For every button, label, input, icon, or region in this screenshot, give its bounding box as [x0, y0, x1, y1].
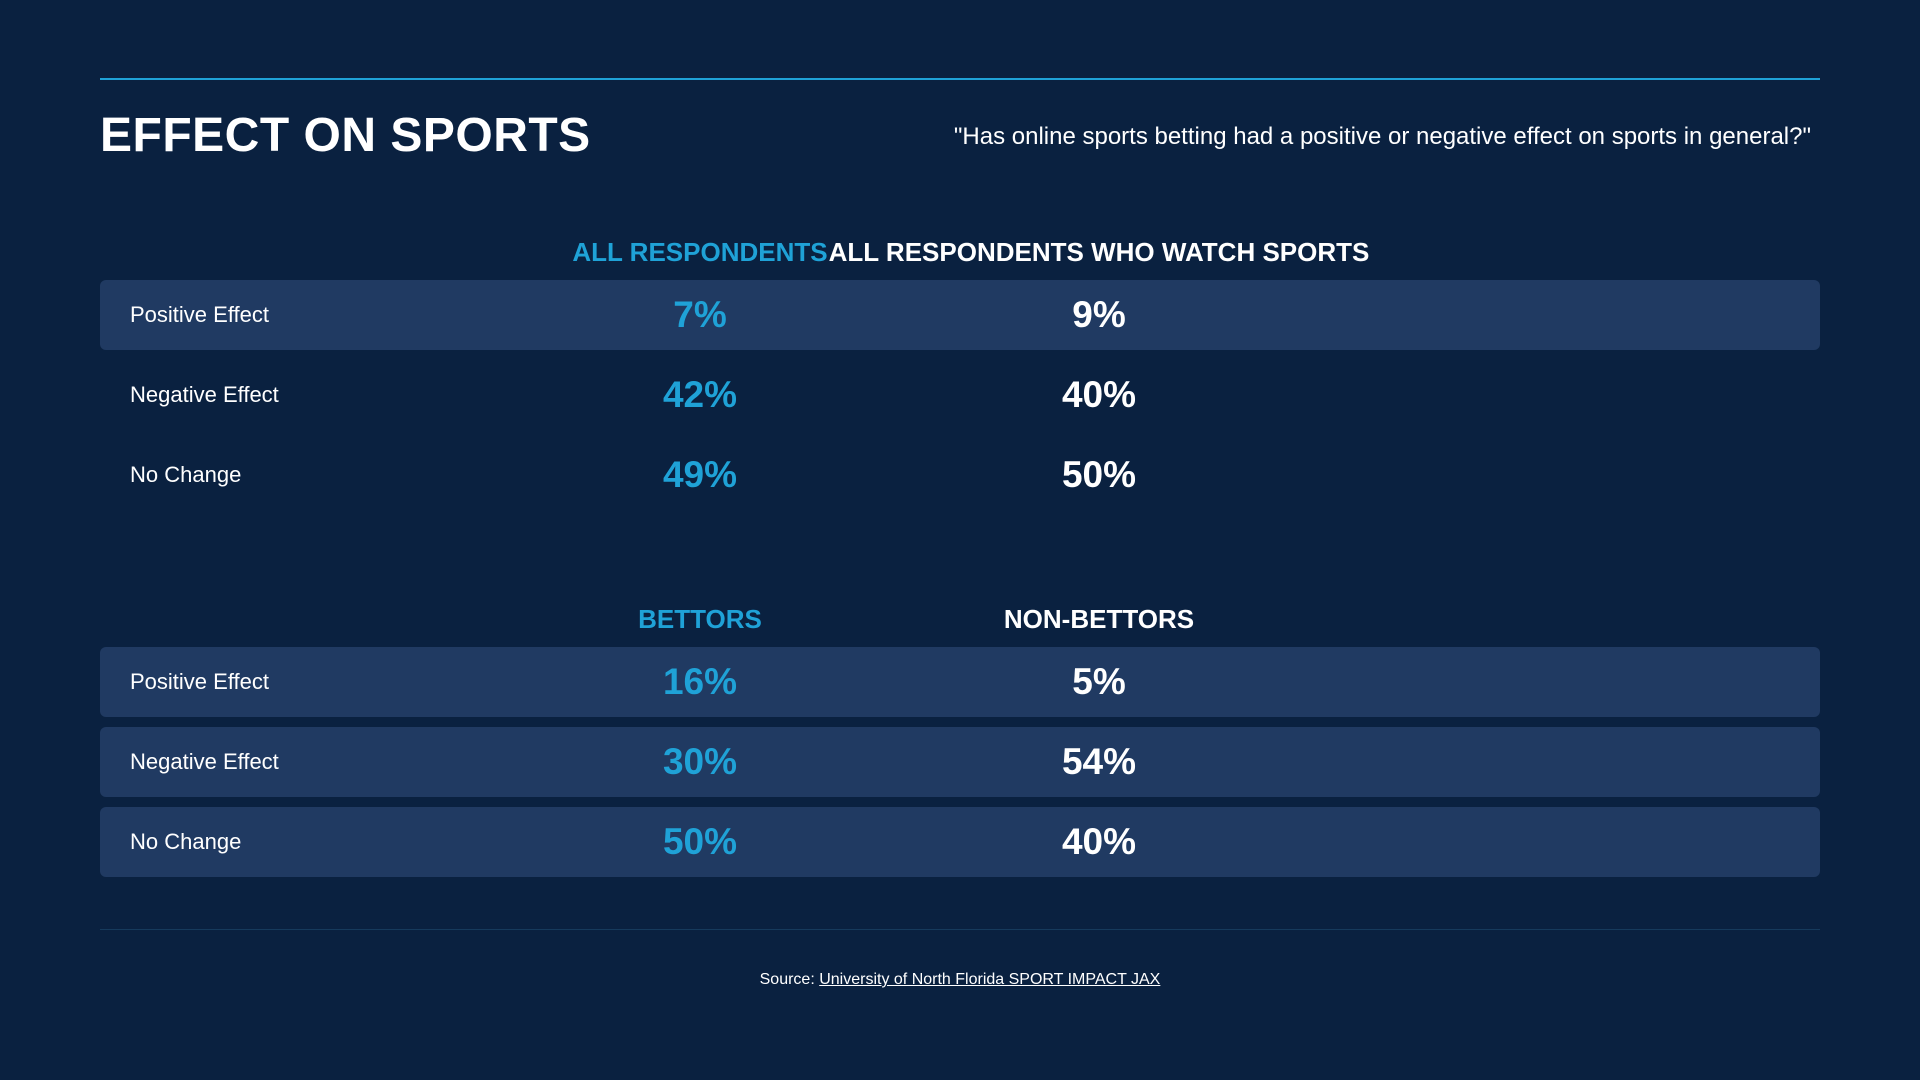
value-all-respondents: 7%: [673, 294, 727, 335]
value-watch-sports: 40%: [1061, 374, 1137, 415]
table-row-positive: Positive Effect 16% 5%: [100, 647, 1820, 717]
table-bettors: BETTORS NON-BETTORS Positive Effect 16% …: [100, 597, 1820, 887]
table-row-negative: Negative Effect 42% 40%: [100, 360, 1820, 430]
value-non-bettors: 54%: [1061, 741, 1137, 782]
value-non-bettors: 5%: [1072, 661, 1126, 702]
row-label: Positive Effect: [130, 669, 269, 694]
column-header-watch-sports: ALL RESPONDENTS WHO WATCH SPORTS: [828, 237, 1370, 267]
value-non-bettors: 40%: [1061, 821, 1137, 862]
value-bettors: 30%: [662, 741, 738, 782]
source-prefix: Source:: [759, 971, 820, 988]
row-label: Positive Effect: [130, 302, 269, 327]
bottom-divider: [100, 929, 1820, 930]
row-label: Negative Effect: [130, 749, 279, 774]
value-all-respondents: 49%: [662, 454, 738, 495]
value-watch-sports: 50%: [1061, 454, 1137, 495]
column-header-bettors: BETTORS: [638, 604, 762, 634]
column-header-all-respondents: ALL RESPONDENTS: [572, 237, 828, 267]
row-label: No Change: [130, 829, 242, 854]
page-title: EFFECT ON SPORTS: [100, 109, 591, 162]
source-citation: Source: University of North Florida SPOR…: [0, 971, 1920, 989]
source-link[interactable]: University of North Florida SPORT IMPACT…: [819, 971, 1161, 988]
table-row-positive: Positive Effect 7% 9%: [100, 280, 1820, 350]
value-bettors: 50%: [662, 821, 738, 862]
table-row-no-change: No Change 49% 50%: [100, 440, 1820, 510]
value-watch-sports: 9%: [1072, 294, 1126, 335]
row-label: Negative Effect: [130, 382, 279, 407]
value-all-respondents: 42%: [662, 374, 738, 415]
column-header-non-bettors: NON-BETTORS: [1003, 604, 1195, 634]
table-header-row: BETTORS NON-BETTORS: [100, 597, 1820, 647]
table-header-row: ALL RESPONDENTS ALL RESPONDENTS WHO WATC…: [100, 230, 1820, 280]
survey-question: "Has online sports betting had a positiv…: [953, 123, 1811, 150]
table-row-negative: Negative Effect 30% 54%: [100, 727, 1820, 797]
value-bettors: 16%: [662, 661, 738, 702]
table-row-no-change: No Change 50% 40%: [100, 807, 1820, 877]
row-label: No Change: [130, 462, 242, 487]
top-divider: [100, 78, 1820, 80]
table-all-respondents: ALL RESPONDENTS ALL RESPONDENTS WHO WATC…: [100, 230, 1820, 520]
